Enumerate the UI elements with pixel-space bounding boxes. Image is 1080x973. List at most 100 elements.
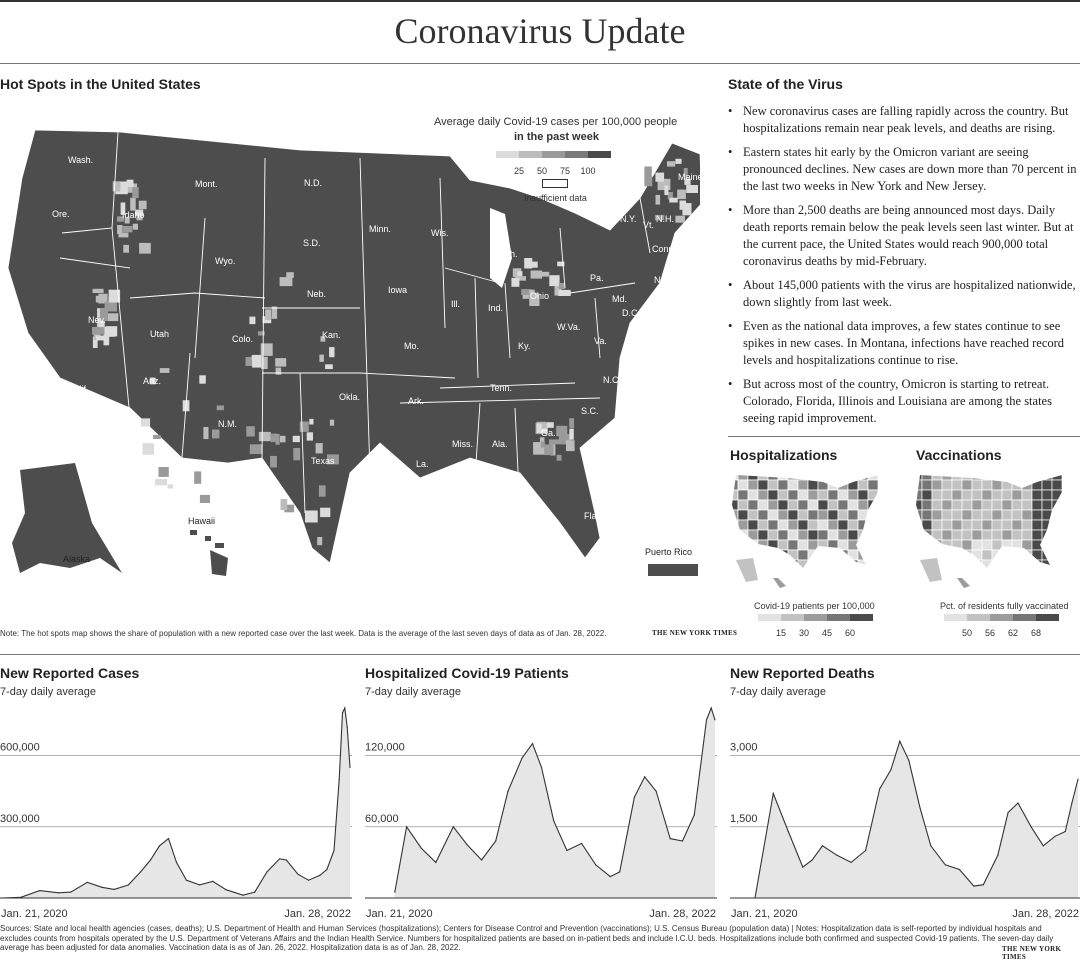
mini-map-cell <box>757 509 769 521</box>
state-label-ohio: Ohio <box>530 291 550 301</box>
mini-map-cell <box>921 479 933 491</box>
mini-map-cell <box>1031 499 1043 511</box>
mini-map-cell <box>1041 529 1053 541</box>
mini-map-cell <box>1031 549 1043 561</box>
mini-map-cell <box>1021 549 1033 561</box>
mini-map-cell <box>921 475 933 481</box>
county-patch <box>245 357 254 366</box>
mini-map-cell <box>941 499 953 511</box>
data-point <box>802 866 804 868</box>
mini-map-cell <box>797 519 809 531</box>
county-patch <box>329 347 335 358</box>
state-label-fla: Fla. <box>584 511 600 521</box>
mini-map-cell <box>847 489 859 501</box>
mini-map-cell <box>1021 475 1033 481</box>
mini-map-cell <box>916 549 923 561</box>
mini-map-cell <box>857 539 869 551</box>
state-label-ind: Ind. <box>488 303 504 313</box>
data-point <box>333 849 335 852</box>
mini-map-cell <box>807 529 819 541</box>
data-point <box>225 889 227 891</box>
mini-map-cell <box>867 475 878 481</box>
data-point <box>338 778 340 780</box>
county-patch <box>319 354 324 362</box>
data-point <box>693 814 695 816</box>
mini-map-cell <box>1031 479 1043 491</box>
data-point <box>307 879 310 881</box>
data-point <box>710 707 712 709</box>
county-patch <box>557 261 565 267</box>
mini-map-cell <box>951 549 963 561</box>
state-label-iowa: Iowa <box>388 285 408 295</box>
mini-map-cell <box>981 559 993 568</box>
mini-map-cell <box>747 539 759 551</box>
mini-map-cell <box>767 519 779 531</box>
county-patch <box>155 479 168 486</box>
state-label-va: Va. <box>594 336 607 346</box>
mini-map-cell <box>827 475 839 481</box>
mini-map-cell <box>1021 479 1033 491</box>
mini-map-cell <box>837 539 849 551</box>
county-patch <box>270 433 278 443</box>
mini-map-cell <box>857 489 869 501</box>
mini-map-cell <box>767 539 779 551</box>
mini-map-cell <box>757 539 769 551</box>
mini-map-cell <box>867 549 878 561</box>
state-label-nm: N.M. <box>218 419 237 429</box>
data-point <box>681 840 684 842</box>
mini-map-cell <box>1001 509 1013 521</box>
mini-map-cell <box>951 479 963 491</box>
chart-hosp-title: Hospitalized Covid-19 Patients <box>365 665 569 681</box>
mini-map-cell <box>1041 559 1053 568</box>
mini-map-cell <box>916 475 923 481</box>
county-patch <box>258 431 271 442</box>
state-label-nj: N.J. <box>654 275 671 285</box>
county-patch <box>104 301 117 312</box>
state-label-wis: Wis. <box>431 228 449 238</box>
mini-map-cell <box>827 539 839 551</box>
data-point <box>254 891 256 893</box>
county-patch <box>270 455 277 468</box>
state-label-ariz: Ariz. <box>143 376 161 386</box>
map-note: Note: The hot spots map shows the share … <box>0 629 607 638</box>
data-point <box>1030 826 1032 828</box>
mini-map-cell <box>747 509 759 521</box>
mini-map-cell <box>737 489 749 501</box>
data-point <box>199 884 201 886</box>
state-label-kan: Kan. <box>322 330 341 340</box>
mini-map-cell <box>767 489 779 501</box>
legend-swatch <box>496 151 519 158</box>
map-credit: THE NEW YORK TIMES <box>652 629 738 637</box>
mini-map-cell <box>837 499 849 511</box>
map-legend-scale <box>496 151 611 158</box>
data-point <box>1071 802 1073 804</box>
mini-map-cell <box>1031 489 1043 501</box>
county-patch <box>538 442 544 450</box>
mini-map-cells <box>916 475 1062 568</box>
series-line <box>754 739 1079 899</box>
mini-map-cell <box>827 559 839 568</box>
county-patch <box>540 441 545 448</box>
hosp-legend-scale <box>758 614 873 621</box>
mini-map-cell <box>817 559 829 568</box>
vax-heading: Vaccinations <box>916 447 1002 463</box>
mini-map-cell <box>991 549 1003 561</box>
data-point <box>1007 811 1009 814</box>
county-patch <box>554 284 562 296</box>
mini-map-cell <box>827 519 839 531</box>
mini-map-cell <box>817 489 829 501</box>
state-label-okla: Okla. <box>339 392 361 402</box>
mini-map-cell <box>837 519 849 531</box>
county-patch <box>655 172 665 182</box>
mini-map-cell <box>921 489 933 501</box>
mini-map-cell <box>777 475 789 481</box>
mini-map-cell <box>941 539 953 551</box>
mini-map-cell <box>797 529 809 541</box>
state-label-ri: R.I. <box>672 254 687 264</box>
legend-tick: 25 <box>513 166 525 176</box>
mini-map-cell <box>787 539 799 551</box>
county-patch <box>539 437 545 443</box>
mini-map-cell <box>777 479 789 491</box>
mini-map-cell <box>1041 475 1053 481</box>
mini-map-cell <box>1031 519 1043 531</box>
